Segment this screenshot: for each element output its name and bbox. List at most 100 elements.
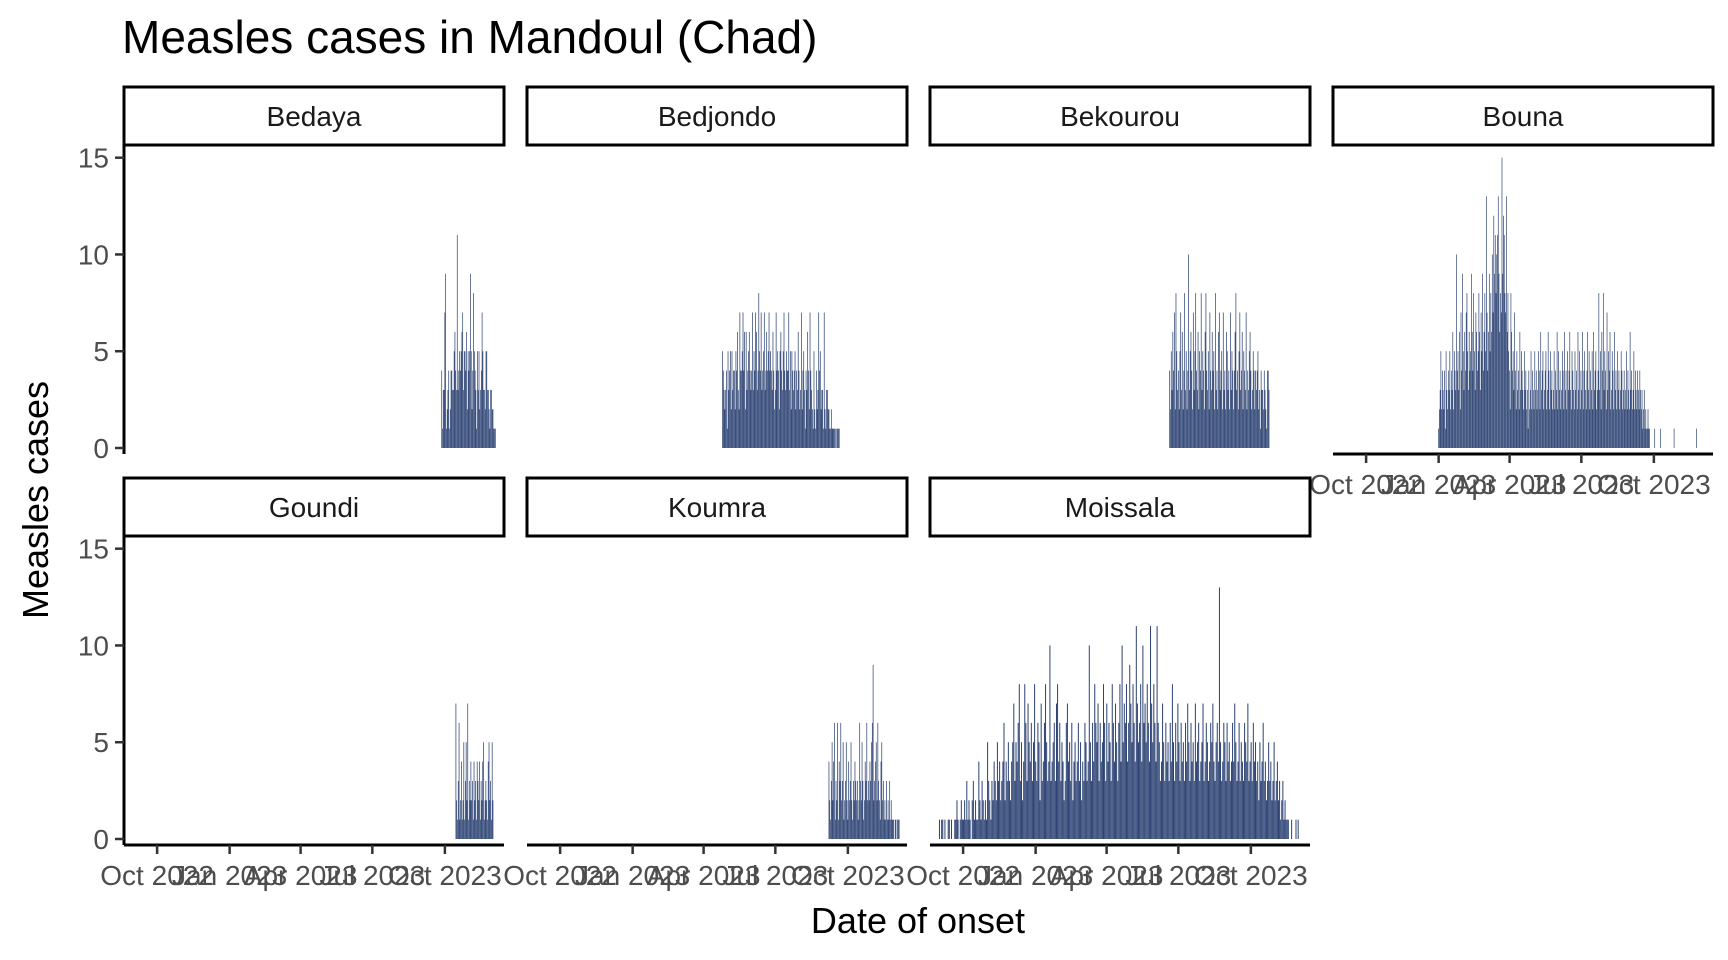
bar bbox=[1440, 351, 1442, 448]
bar bbox=[1239, 312, 1241, 448]
bar bbox=[1595, 351, 1597, 448]
bar bbox=[1503, 215, 1504, 448]
bar bbox=[1211, 389, 1212, 448]
bar bbox=[1175, 722, 1177, 839]
bar bbox=[740, 370, 742, 448]
bar bbox=[1062, 761, 1064, 839]
bar bbox=[1034, 684, 1036, 839]
bar bbox=[1626, 351, 1627, 448]
bar bbox=[1259, 428, 1261, 448]
bar bbox=[1645, 409, 1647, 448]
bar bbox=[1109, 742, 1111, 839]
x-tick-label: Oct 2023 bbox=[388, 860, 502, 891]
bar bbox=[804, 389, 805, 448]
bar bbox=[469, 351, 471, 448]
bar bbox=[460, 370, 461, 448]
bar bbox=[1201, 389, 1203, 448]
bar bbox=[758, 293, 760, 448]
bar bbox=[847, 819, 849, 839]
bar bbox=[1164, 780, 1166, 839]
bar bbox=[1626, 409, 1628, 448]
bar bbox=[1472, 370, 1474, 448]
bar bbox=[1012, 742, 1014, 839]
bar bbox=[957, 819, 959, 839]
bar bbox=[782, 389, 783, 448]
bar bbox=[1117, 780, 1119, 839]
bar bbox=[1270, 761, 1272, 839]
bar bbox=[1638, 409, 1640, 448]
bar bbox=[965, 819, 967, 839]
bar bbox=[792, 370, 794, 448]
bar bbox=[976, 819, 978, 839]
bar bbox=[1242, 780, 1244, 839]
bar bbox=[1648, 428, 1650, 448]
bar bbox=[1460, 312, 1462, 448]
bar bbox=[967, 819, 969, 839]
bar bbox=[780, 331, 782, 448]
bar bbox=[1226, 331, 1227, 448]
bar bbox=[1074, 742, 1076, 839]
bar bbox=[1620, 389, 1621, 448]
bar bbox=[829, 428, 831, 448]
bar bbox=[1128, 722, 1130, 839]
bar bbox=[832, 800, 834, 839]
bar bbox=[473, 293, 474, 448]
y-tick-label: 5 bbox=[93, 336, 109, 367]
bar bbox=[446, 428, 447, 448]
bar bbox=[790, 409, 792, 448]
bar bbox=[1187, 370, 1189, 448]
bar bbox=[1173, 370, 1174, 448]
bar bbox=[1269, 780, 1271, 839]
bar bbox=[1253, 370, 1255, 448]
bar bbox=[1457, 351, 1459, 448]
bar bbox=[804, 428, 806, 448]
bar bbox=[1215, 742, 1217, 839]
bar bbox=[823, 428, 824, 448]
bar bbox=[471, 800, 473, 839]
bar bbox=[763, 312, 765, 448]
bar bbox=[991, 780, 993, 839]
bar bbox=[1096, 742, 1098, 839]
bar bbox=[1174, 312, 1175, 448]
panel-bekourou: Bekourou bbox=[928, 85, 1312, 448]
bar bbox=[1227, 761, 1229, 839]
bar bbox=[1240, 742, 1242, 839]
bar bbox=[451, 370, 453, 448]
bar bbox=[1234, 703, 1236, 839]
bar bbox=[825, 428, 827, 448]
bar bbox=[1253, 761, 1255, 839]
bar bbox=[767, 351, 769, 448]
bar bbox=[1163, 742, 1165, 839]
bar bbox=[1244, 370, 1245, 448]
bar bbox=[745, 331, 747, 448]
bar bbox=[1617, 389, 1619, 448]
bar bbox=[470, 273, 471, 448]
bar bbox=[1465, 312, 1467, 448]
bar bbox=[1454, 370, 1456, 448]
bar bbox=[1622, 409, 1624, 448]
bar bbox=[1216, 370, 1218, 448]
bar bbox=[1193, 780, 1195, 839]
bar bbox=[1618, 370, 1620, 448]
bar bbox=[1456, 254, 1457, 448]
bar bbox=[887, 800, 889, 839]
bar bbox=[1511, 331, 1513, 448]
bar bbox=[761, 389, 763, 448]
bar bbox=[1485, 351, 1486, 448]
bar bbox=[1185, 722, 1187, 839]
bar bbox=[846, 800, 848, 839]
bar bbox=[1239, 780, 1241, 839]
bar bbox=[1534, 351, 1536, 448]
bar bbox=[777, 351, 779, 448]
bar bbox=[467, 409, 468, 448]
bar bbox=[479, 409, 481, 448]
bar bbox=[1633, 351, 1635, 448]
bar bbox=[1485, 196, 1487, 448]
bar bbox=[1231, 351, 1233, 448]
bar bbox=[1228, 742, 1230, 839]
bar bbox=[462, 800, 464, 839]
bar bbox=[1297, 819, 1299, 839]
bar bbox=[1077, 722, 1079, 839]
bar bbox=[485, 780, 487, 839]
bar bbox=[1480, 389, 1481, 448]
